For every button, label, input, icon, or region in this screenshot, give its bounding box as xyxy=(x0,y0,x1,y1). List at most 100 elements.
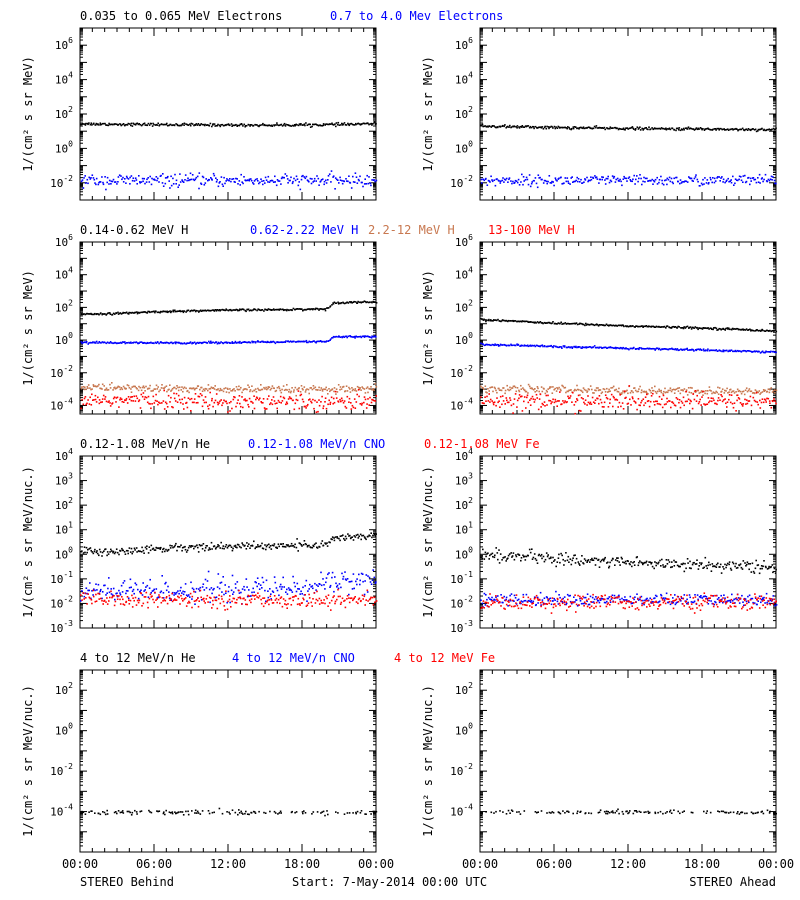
data-point xyxy=(633,387,636,389)
data-point xyxy=(162,548,164,551)
data-point xyxy=(98,402,101,405)
data-point xyxy=(263,386,265,389)
data-point xyxy=(301,175,303,178)
data-point xyxy=(118,589,120,592)
data-point xyxy=(202,583,205,585)
data-point xyxy=(318,386,320,389)
data-point xyxy=(221,404,223,407)
data-point xyxy=(352,301,355,303)
data-point xyxy=(735,562,737,565)
data-point xyxy=(763,128,765,131)
data-point xyxy=(84,396,87,398)
data-point xyxy=(580,178,582,181)
data-point xyxy=(215,546,217,549)
data-point xyxy=(254,178,257,181)
data-point xyxy=(313,407,315,410)
data-point xyxy=(83,397,86,400)
data-point xyxy=(154,549,157,551)
data-point xyxy=(227,590,230,593)
data-point xyxy=(81,590,83,592)
data-point xyxy=(80,600,82,602)
data-point xyxy=(760,401,763,404)
data-point xyxy=(219,342,221,344)
data-point xyxy=(272,181,275,183)
data-point xyxy=(608,565,611,568)
data-point xyxy=(521,601,524,603)
data-point xyxy=(649,128,652,130)
data-point xyxy=(216,586,219,588)
data-point xyxy=(483,402,485,405)
data-point xyxy=(569,346,571,349)
data-point xyxy=(736,388,739,391)
data-point xyxy=(507,605,509,607)
data-point xyxy=(226,123,228,126)
data-point xyxy=(626,403,629,405)
data-point xyxy=(545,394,548,397)
data-point xyxy=(338,182,340,184)
data-point xyxy=(231,125,233,127)
data-point xyxy=(109,341,112,343)
data-point xyxy=(518,397,520,400)
data-point xyxy=(102,122,104,125)
data-point xyxy=(753,392,756,395)
data-point xyxy=(769,388,771,391)
data-point xyxy=(544,558,547,561)
data-point xyxy=(511,344,514,347)
data-point xyxy=(371,579,374,581)
data-point xyxy=(539,591,542,594)
data-point xyxy=(766,329,768,332)
data-point xyxy=(354,172,357,174)
data-point xyxy=(678,399,681,401)
data-point xyxy=(287,340,289,342)
data-point xyxy=(114,181,117,183)
data-point xyxy=(282,176,284,179)
data-point xyxy=(317,585,319,587)
data-point xyxy=(352,573,355,575)
data-point xyxy=(167,124,169,127)
y-tick-label: 102 xyxy=(455,105,473,121)
data-point xyxy=(137,597,140,600)
data-point xyxy=(228,402,231,404)
data-point xyxy=(530,397,532,400)
data-point xyxy=(195,309,198,312)
data-point xyxy=(166,176,169,179)
data-point xyxy=(770,175,773,178)
data-point xyxy=(582,562,584,564)
data-point xyxy=(691,348,693,351)
data-point xyxy=(211,341,213,344)
data-point xyxy=(184,174,187,176)
data-point xyxy=(737,397,740,399)
data-point xyxy=(687,562,689,564)
data-point xyxy=(257,180,259,182)
data-point xyxy=(324,309,327,312)
data-point xyxy=(721,388,724,390)
data-point xyxy=(241,181,243,183)
data-point xyxy=(714,180,717,182)
data-point xyxy=(634,389,637,392)
data-point xyxy=(158,594,160,596)
data-point xyxy=(116,551,119,554)
data-point xyxy=(259,397,261,400)
data-point xyxy=(310,401,313,404)
data-point xyxy=(150,407,152,410)
data-point xyxy=(560,176,562,179)
data-point xyxy=(635,348,637,350)
data-point xyxy=(661,179,663,182)
data-point xyxy=(365,335,368,338)
data-point xyxy=(374,601,376,604)
data-point xyxy=(524,344,527,347)
data-point xyxy=(638,388,640,390)
data-point xyxy=(761,350,764,353)
data-point xyxy=(624,325,627,327)
data-point xyxy=(620,180,622,183)
data-point xyxy=(243,341,246,343)
data-point xyxy=(371,179,373,181)
data-point xyxy=(88,548,91,550)
data-point xyxy=(766,351,768,353)
data-point xyxy=(581,347,583,349)
data-point xyxy=(327,393,329,395)
data-point xyxy=(182,310,184,312)
data-point xyxy=(735,410,737,412)
data-point xyxy=(190,545,193,547)
data-point xyxy=(639,325,642,328)
